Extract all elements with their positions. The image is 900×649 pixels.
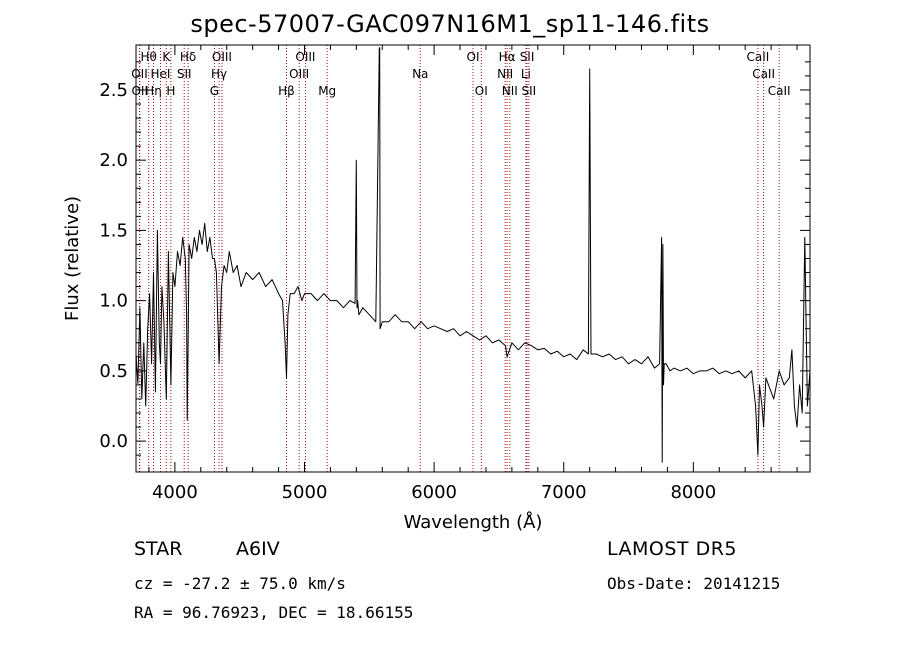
y-tick-label: 2.0 <box>99 150 128 171</box>
survey-label: LAMOST DR5 <box>607 538 737 560</box>
line-marker-label: CaII <box>746 50 769 64</box>
subclass-label: A6IV <box>236 538 280 560</box>
redshift-label: cz = -27.2 ± 75.0 km/s <box>134 574 346 593</box>
coordinates-label: RA = 96.76923, DEC = 18.66155 <box>134 603 414 622</box>
x-tick-label: 4000 <box>152 482 198 503</box>
line-marker-label: OI <box>467 50 480 64</box>
y-axis-title: Flux (relative) <box>62 196 83 321</box>
line-marker-label: G <box>210 84 219 98</box>
line-marker-label: Na <box>412 67 428 81</box>
axis-ticks <box>136 45 810 472</box>
y-tick-label: 0.5 <box>99 361 128 382</box>
line-marker-label: CaII <box>768 84 791 98</box>
line-marker-label: H <box>166 84 175 98</box>
chart-title: spec-57007-GAC097N16M1_sp11-146.fits <box>190 10 710 38</box>
object-type-label: STAR <box>134 538 183 560</box>
x-tick-label: 5000 <box>282 482 328 503</box>
axis-labels: 4000 5000 6000 7000 8000 0.0 0.5 1.0 1.5 2.0 2.5 Wa… <box>62 80 716 533</box>
spectrum-line-0 <box>135 47 811 463</box>
line-marker-label: OIII <box>212 50 232 64</box>
line-marker-label: Hα <box>499 50 516 64</box>
x-axis-title: Wavelength (Å) <box>404 511 543 533</box>
y-tick-label: 1.5 <box>99 220 128 241</box>
line-marker-label: OI <box>475 84 488 98</box>
spectrum-series <box>135 47 811 463</box>
line-marker-label: Li <box>521 67 531 81</box>
line-marker-label: OIII <box>289 67 309 81</box>
line-marker-label: HeI <box>151 67 171 81</box>
line-marker-label: OII <box>131 67 148 81</box>
x-tick-label: 8000 <box>670 482 716 503</box>
line-marker-label: SII <box>177 67 192 81</box>
y-tick-label: 1.0 <box>99 291 128 312</box>
obs-date-label: Obs-Date: 20141215 <box>607 574 781 593</box>
line-marker-label: Hγ <box>211 67 227 81</box>
line-marker-label: SII <box>520 50 535 64</box>
line-marker-label: Hβ <box>278 84 295 98</box>
line-marker-label: OIII <box>295 50 315 64</box>
line-marker-label: K <box>162 50 171 64</box>
line-marker-label: Hδ <box>180 50 196 64</box>
x-tick-label: 7000 <box>541 482 587 503</box>
x-tick-label: 6000 <box>411 482 457 503</box>
line-marker-label: CaII <box>752 67 775 81</box>
line-marker-label: SII <box>522 84 537 98</box>
line-marker-label: NII <box>497 67 513 81</box>
y-tick-label: 0.0 <box>99 431 128 452</box>
line-marker-label: Hθ <box>141 50 157 64</box>
line-marker-label: Mg <box>318 84 336 98</box>
line-marker-label: NII <box>502 84 518 98</box>
line-marker-label: Hη <box>145 84 162 98</box>
y-tick-label: 2.5 <box>99 80 128 101</box>
